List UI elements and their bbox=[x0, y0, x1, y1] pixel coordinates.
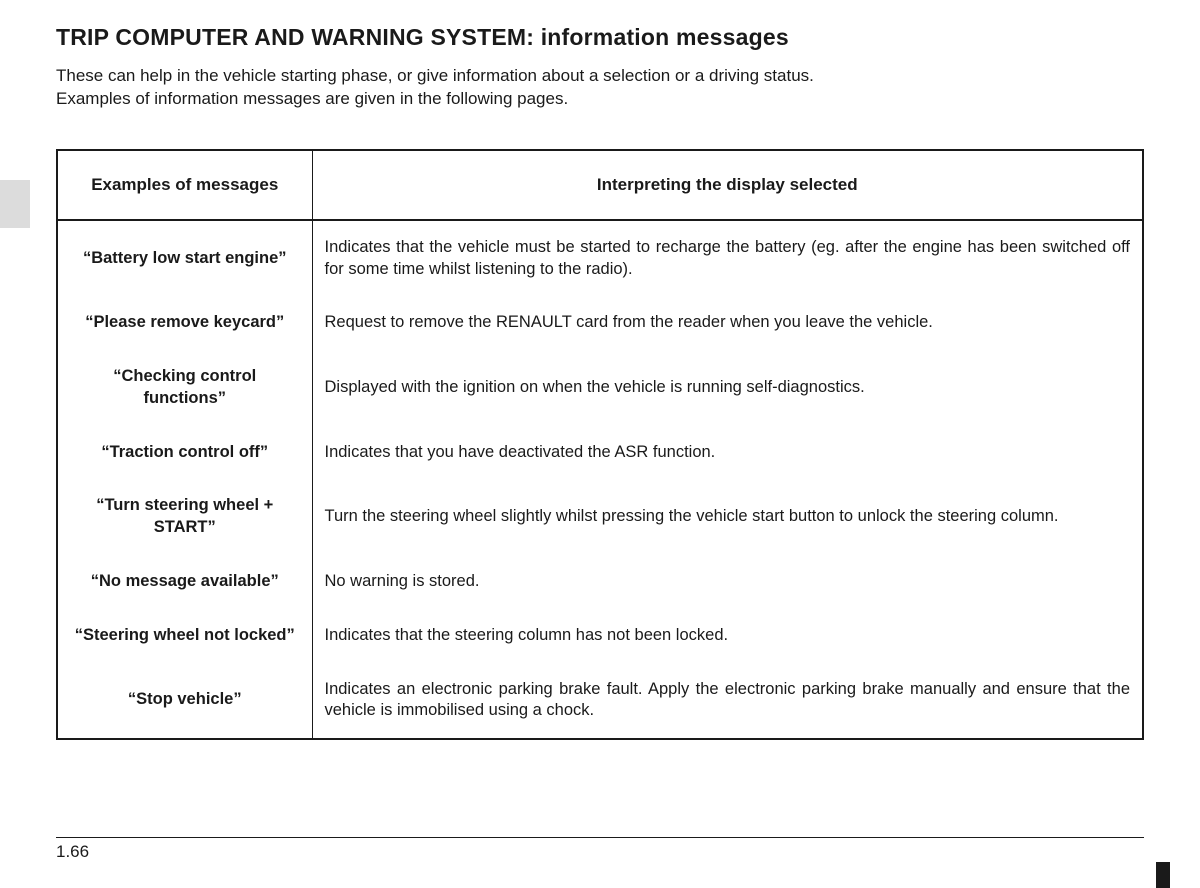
intro-text: These can help in the vehicle starting p… bbox=[56, 65, 1144, 111]
table-row: “Steering wheel not locked” Indicates th… bbox=[57, 609, 1143, 663]
table-row: “No message available” No warning is sto… bbox=[57, 555, 1143, 609]
table-row: “Stop vehicle” Indicates an electronic p… bbox=[57, 663, 1143, 740]
corner-mark bbox=[1156, 862, 1170, 888]
interpretation-cell: Request to remove the RENAULT card from … bbox=[312, 296, 1143, 350]
side-tab bbox=[0, 180, 30, 228]
message-cell: “No message available” bbox=[57, 555, 312, 609]
message-cell: “Turn steering wheel + START” bbox=[57, 479, 312, 555]
intro-line-2: Examples of information messages are giv… bbox=[56, 88, 1144, 111]
message-cell: “Checking control functions” bbox=[57, 350, 312, 426]
message-cell: “Please remove keycard” bbox=[57, 296, 312, 350]
message-cell: “Battery low start engine” bbox=[57, 220, 312, 297]
header-interpretation: Interpreting the display selected bbox=[312, 150, 1143, 220]
intro-line-1: These can help in the vehicle starting p… bbox=[56, 65, 1144, 88]
interpretation-cell: Indicates that the vehicle must be start… bbox=[312, 220, 1143, 297]
interpretation-cell: No warning is stored. bbox=[312, 555, 1143, 609]
message-cell: “Traction control off” bbox=[57, 426, 312, 480]
header-examples: Examples of messages bbox=[57, 150, 312, 220]
interpretation-cell: Indicates that you have deactivated the … bbox=[312, 426, 1143, 480]
interpretation-cell: Indicates that the steering column has n… bbox=[312, 609, 1143, 663]
table-row: “Please remove keycard” Request to remov… bbox=[57, 296, 1143, 350]
page-title: TRIP COMPUTER AND WARNING SYSTEM: inform… bbox=[56, 24, 1144, 51]
table-row: “Traction control off” Indicates that yo… bbox=[57, 426, 1143, 480]
table-row: “Checking control functions” Displayed w… bbox=[57, 350, 1143, 426]
messages-table: Examples of messages Interpreting the di… bbox=[56, 149, 1144, 740]
interpretation-cell: Turn the steering wheel slightly whilst … bbox=[312, 479, 1143, 555]
interpretation-cell: Indicates an electronic parking brake fa… bbox=[312, 663, 1143, 740]
page-number: 1.66 bbox=[56, 842, 89, 861]
page-footer: 1.66 bbox=[56, 837, 1144, 862]
messages-table-container: Examples of messages Interpreting the di… bbox=[56, 149, 1144, 740]
message-cell: “Steering wheel not locked” bbox=[57, 609, 312, 663]
interpretation-cell: Displayed with the ignition on when the … bbox=[312, 350, 1143, 426]
message-cell: “Stop vehicle” bbox=[57, 663, 312, 740]
table-row: “Turn steering wheel + START” Turn the s… bbox=[57, 479, 1143, 555]
table-row: “Battery low start engine” Indicates tha… bbox=[57, 220, 1143, 297]
table-header-row: Examples of messages Interpreting the di… bbox=[57, 150, 1143, 220]
